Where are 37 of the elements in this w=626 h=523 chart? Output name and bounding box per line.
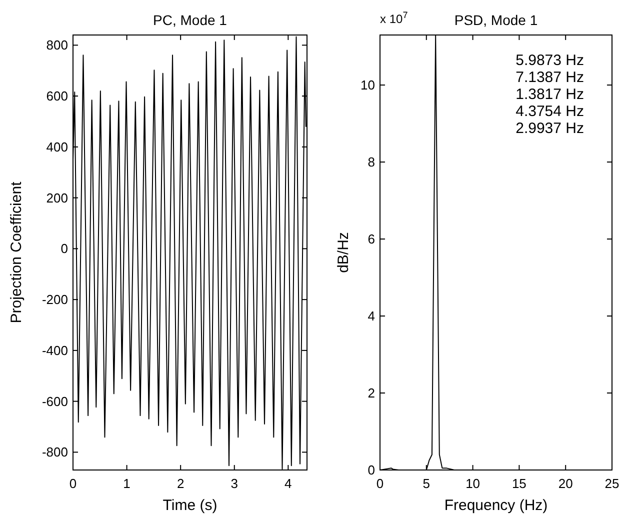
x-axis-title: Time (s) [162, 497, 218, 514]
y-tick-label: 6 [368, 232, 375, 247]
x-tick-label: 25 [604, 476, 620, 491]
y-tick-label: 800 [46, 38, 68, 53]
annotation: 5.9873 Hz [516, 52, 584, 69]
y-tick-label: -800 [42, 444, 68, 460]
x-tick-label: 2 [176, 476, 184, 491]
annotation: 1.3817 Hz [516, 86, 584, 103]
x-tick-label: 10 [466, 476, 480, 491]
x-tick-label: 1 [123, 476, 130, 491]
y-tick-label: 600 [46, 88, 68, 104]
x-tick-label: 3 [230, 476, 238, 491]
y-tick-label: 4 [368, 308, 375, 324]
y-tick-label: 200 [46, 190, 68, 206]
x-tick-label: 15 [512, 476, 526, 491]
y-tick-label: 2 [368, 386, 375, 401]
x-tick-label: 4 [284, 476, 292, 491]
y-tick-label: -200 [42, 292, 68, 308]
chart-title: PC, Mode 1 [153, 12, 228, 28]
y-tick-label: 10 [360, 78, 375, 93]
x-tick-label: 5 [422, 476, 430, 491]
y-axis-title: Projection Coefficient [8, 180, 25, 324]
chart-title: PSD, Mode 1 [454, 12, 538, 28]
y-tick-label: 400 [46, 139, 68, 154]
y-tick-label: 8 [368, 154, 375, 170]
y-tick-label: -600 [42, 394, 68, 409]
y-tick-label: 0 [368, 462, 375, 478]
y-axis-title: dB/Hz [335, 232, 352, 273]
y-tick-label: 0 [60, 241, 68, 256]
text: x 10$^{7}$ [380, 10, 408, 26]
annotation: 2.9937 Hz [516, 120, 584, 137]
annotation: 7.1387 Hz [516, 69, 584, 86]
x-tick-label: 20 [558, 476, 573, 491]
annotation: 4.3754 Hz [516, 103, 584, 120]
y-tick-label: -400 [42, 342, 68, 358]
line-series [73, 36, 306, 470]
x-axis-title: Frequency (Hz) [444, 497, 548, 514]
